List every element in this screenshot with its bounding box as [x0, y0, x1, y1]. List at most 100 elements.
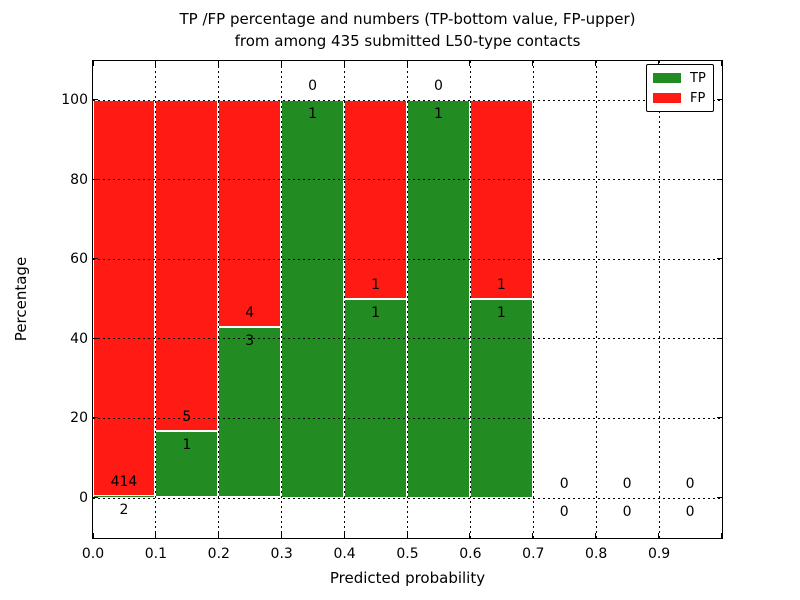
bar-fp-0.6 — [469, 99, 533, 299]
x-tick-label: 0.3 — [270, 546, 293, 562]
y-tick-mark-right — [716, 258, 722, 260]
gridline-v-0.5 — [407, 60, 408, 538]
tp-count-label: 0 — [559, 503, 569, 520]
y-tick-mark-left — [92, 258, 98, 260]
x-tick-mark-top — [280, 60, 282, 66]
fp-count-label: 1 — [371, 276, 381, 293]
gridline-v-0.9 — [658, 60, 660, 538]
gridline-v-0.4 — [344, 60, 346, 538]
x-tick-label: 0.2 — [207, 546, 230, 562]
gridline-v-0.8 — [595, 60, 597, 538]
tp-count-label: 3 — [245, 332, 255, 349]
gridline-v-0.3 — [281, 60, 283, 538]
x-tick-mark-bottom — [92, 532, 94, 538]
x-tick-mark-top — [658, 60, 660, 66]
y-tick-mark-left — [92, 337, 98, 339]
fp-count-label: 0 — [685, 475, 695, 492]
fp-count-label: 0 — [308, 77, 318, 94]
gridline-v-0.1 — [155, 60, 157, 538]
y-tick-label: 40 — [70, 330, 88, 347]
x-tick-mark-bottom — [217, 532, 219, 538]
x-tick-mark-top — [532, 60, 534, 66]
x-tick-mark-bottom — [280, 532, 282, 538]
bar-fp-0.0 — [92, 99, 156, 496]
y-tick-mark-right — [716, 178, 722, 180]
x-tick-mark-bottom — [658, 532, 660, 538]
tp-swatch — [653, 73, 681, 83]
x-tick-mark-bottom — [406, 532, 408, 538]
tp-count-label: 1 — [433, 105, 443, 122]
x-tick-mark-top — [343, 60, 345, 66]
y-tick-label: 60 — [70, 251, 88, 268]
x-tick-mark-top — [92, 60, 94, 66]
fp-count-label: 0 — [622, 475, 632, 492]
y-tick-mark-left — [92, 497, 98, 498]
y-tick-mark-left — [92, 99, 98, 100]
y-tick-mark-right — [716, 497, 722, 498]
tp-count-label: 2 — [119, 501, 129, 518]
y-tick-mark-left — [92, 178, 98, 180]
y-tick-mark-right — [716, 99, 722, 100]
plot-area: 414 2 5 1 4 3 0 1 1 1 0 1 1 1 0 0 0 0 0 0 — [91, 59, 723, 539]
x-tick-mark-top — [406, 60, 408, 66]
x-tick-mark-bottom — [469, 532, 471, 538]
gridline-v-0.2 — [218, 60, 220, 538]
fp-count-label: 1 — [496, 276, 506, 293]
fp-count-label: 4 — [245, 304, 255, 321]
x-tick-label: 0.5 — [396, 546, 419, 562]
x-tick-label: 0.9 — [647, 546, 671, 562]
bar-fp-0.4 — [344, 99, 407, 299]
x-tick-mark-top — [469, 60, 471, 66]
y-tick-label: 20 — [70, 410, 88, 427]
gridline-v-0.6 — [469, 60, 471, 538]
tp-count-label: 1 — [371, 304, 381, 321]
fp-count-label: 0 — [433, 77, 443, 94]
y-tick-mark-right — [716, 417, 722, 419]
y-tick-mark-left — [92, 417, 98, 419]
x-tick-label: 0.6 — [459, 546, 482, 562]
x-tick-mark-top — [217, 60, 219, 66]
fp-count-label: 0 — [559, 475, 569, 492]
bar-fp-0.2 — [218, 99, 282, 327]
chart-title-line1: TP /FP percentage and numbers (TP-bottom… — [179, 10, 636, 28]
x-tick-mark-bottom — [343, 532, 345, 538]
bar-tp-0.2 — [218, 326, 282, 498]
x-axis-label: Predicted probability — [329, 569, 486, 587]
gridline-v-0.7 — [532, 60, 534, 538]
y-tick-label: 0 — [79, 490, 88, 506]
bar-tp-0.6 — [469, 298, 533, 498]
x-tick-label: 0.7 — [522, 546, 545, 562]
y-tick-label: 100 — [61, 92, 88, 108]
tp-count-label: 1 — [496, 304, 506, 321]
fp-count-label: 414 — [110, 473, 138, 490]
x-tick-mark-bottom — [595, 532, 597, 538]
fp-count-label: 5 — [182, 409, 192, 426]
legend-entry-fp: FP — [653, 89, 707, 107]
x-tick-label: 0.0 — [81, 546, 105, 562]
tp-count-label: 1 — [308, 105, 318, 122]
chart-title-line2: from among 435 submitted L50-type contac… — [234, 32, 581, 50]
x-tick-label: 0.4 — [333, 546, 356, 562]
x-tick-mark-top — [720, 60, 722, 66]
x-tick-label: 0.1 — [144, 546, 168, 562]
bar-tp-0.0 — [92, 495, 156, 498]
tp-count-label: 0 — [685, 503, 695, 520]
legend-label-fp: FP — [690, 90, 706, 106]
x-tick-label: 0.8 — [585, 546, 608, 562]
y-axis-label: Percentage — [12, 256, 30, 342]
x-tick-mark-bottom — [720, 532, 722, 538]
x-tick-mark-top — [154, 60, 156, 66]
y-tick-label: 80 — [70, 171, 88, 188]
bar-fp-0.1 — [155, 99, 219, 432]
bar-tp-0.3 — [281, 99, 345, 498]
legend-entry-tp: TP — [653, 69, 707, 87]
tp-count-label: 1 — [182, 437, 192, 454]
bar-tp-0.5 — [407, 99, 470, 498]
chart-title: TP /FP percentage and numbers (TP-bottom… — [93, 8, 722, 52]
x-tick-mark-bottom — [532, 532, 534, 538]
tp-count-label: 0 — [622, 503, 632, 520]
x-tick-mark-bottom — [154, 532, 156, 538]
legend-label-tp: TP — [690, 70, 706, 86]
bar-tp-0.4 — [344, 298, 407, 498]
